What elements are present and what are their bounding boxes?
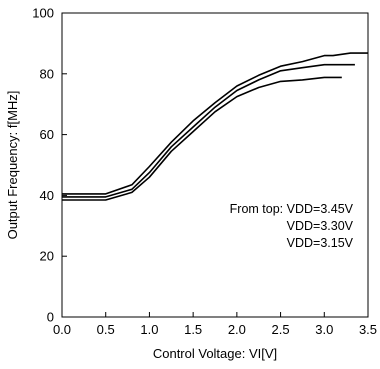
y-tick-label: 40 bbox=[40, 188, 54, 203]
x-axis-ticks: 0.0 0.5 1.0 1.5 2.0 2.5 3.0 3.5 bbox=[53, 312, 377, 337]
series-line-2 bbox=[62, 65, 355, 197]
series-line-1 bbox=[62, 53, 368, 194]
y-tick-label: 80 bbox=[40, 66, 54, 81]
y-tick-label: 20 bbox=[40, 249, 54, 264]
x-tick-label: 1.0 bbox=[140, 322, 158, 337]
series-lines bbox=[62, 53, 368, 200]
x-tick-label: 0.5 bbox=[97, 322, 115, 337]
y-axis-title: Output Frequency: f[MHz] bbox=[5, 91, 20, 240]
x-tick-label: 0.0 bbox=[53, 322, 71, 337]
x-tick-label: 2.0 bbox=[228, 322, 246, 337]
vdd-annotation: From top: VDD=3.45V VDD=3.30V VDD=3.15V bbox=[230, 202, 354, 250]
plot-area bbox=[62, 13, 368, 317]
annotation-line-3: VDD=3.15V bbox=[287, 236, 354, 250]
x-tick-label: 1.5 bbox=[184, 322, 202, 337]
y-tick-label: 0 bbox=[47, 310, 54, 325]
x-tick-label: 3.0 bbox=[315, 322, 333, 337]
x-axis-title: Control Voltage: VI[V] bbox=[153, 346, 277, 361]
x-tick-label: 2.5 bbox=[272, 322, 290, 337]
y-tick-label: 60 bbox=[40, 127, 54, 142]
series-line-3 bbox=[62, 77, 342, 200]
annotation-line-2: VDD=3.30V bbox=[287, 219, 354, 233]
plot-frame bbox=[62, 13, 368, 317]
annotation-line-1: From top: VDD=3.45V bbox=[230, 202, 354, 216]
x-tick-label: 3.5 bbox=[359, 322, 377, 337]
y-tick-label: 100 bbox=[32, 6, 54, 21]
